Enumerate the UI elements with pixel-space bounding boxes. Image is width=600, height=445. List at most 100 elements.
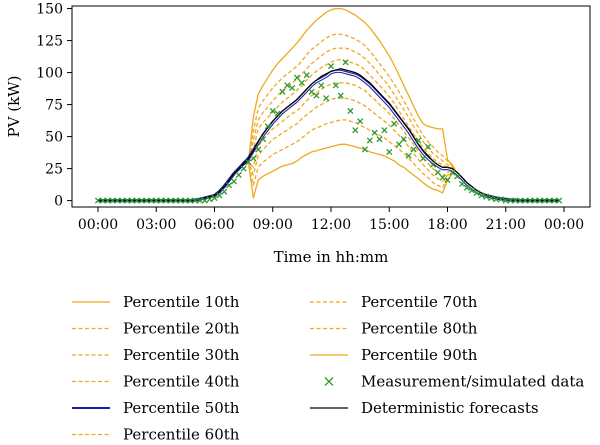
- measurement-point: [410, 146, 417, 153]
- legend-item-deterministic-forecasts: Deterministic forecasts: [310, 399, 539, 417]
- measurement-point: [279, 88, 286, 95]
- measurement-point: [463, 184, 470, 191]
- x-tick-label: 15:00: [369, 217, 409, 233]
- measurement-point: [502, 197, 509, 204]
- measurement-point: [308, 88, 315, 95]
- measurement-point: [429, 161, 436, 168]
- measurement-point: [352, 127, 359, 134]
- y-tick-label: 75: [45, 98, 63, 114]
- measurement-point: [517, 197, 524, 204]
- measurement-point: [454, 173, 461, 180]
- legend-label: Percentile 40th: [123, 373, 240, 391]
- measurement-point: [468, 187, 475, 194]
- legend-label: Percentile 90th: [361, 346, 478, 364]
- measurement-point: [289, 84, 296, 91]
- legend-item-percentile-80th: Percentile 80th: [310, 320, 478, 338]
- measurement-point: [492, 196, 500, 203]
- legend-swatch: [324, 377, 334, 386]
- measurement-point: [531, 197, 538, 204]
- measurement-point: [357, 118, 364, 125]
- measurement-point: [507, 197, 514, 204]
- x-axis-title: Time in hh:mm: [274, 248, 389, 266]
- measurement-point: [361, 146, 369, 153]
- measurement-point: [420, 155, 427, 162]
- measurement-point: [269, 107, 276, 115]
- measurement-point: [536, 197, 543, 204]
- series-line-percentile-80th: [98, 33, 560, 202]
- measurement-point: [250, 155, 257, 162]
- legend-label: Percentile 60th: [123, 426, 240, 444]
- y-tick-label: 100: [36, 66, 63, 82]
- measurement-point: [240, 165, 247, 172]
- measurement-point: [216, 192, 223, 199]
- legend-item-percentile-30th: Percentile 30th: [72, 346, 240, 364]
- series-line-percentile-60th: [98, 59, 560, 202]
- x-tick-label: 06:00: [194, 217, 234, 233]
- measurement-point: [556, 197, 563, 204]
- measurement-point: [245, 159, 252, 166]
- measurement-point: [284, 82, 291, 89]
- measurement-point: [94, 197, 102, 204]
- measurement-point: [323, 95, 330, 102]
- x-tick-label: 00:00: [78, 217, 118, 233]
- legend-item-percentile-20th: Percentile 20th: [72, 320, 240, 338]
- series-line-percentile-50th: [98, 69, 560, 203]
- measurement-point: [439, 174, 446, 181]
- measurement-point: [526, 197, 534, 204]
- measurement-point: [264, 123, 271, 130]
- measurement-point: [298, 79, 305, 86]
- legend-label: Percentile 10th: [123, 293, 240, 311]
- measurement-point: [318, 82, 325, 89]
- series-line-percentile-50th-core: [98, 70, 560, 202]
- x-tick-label: 18:00: [427, 217, 467, 233]
- measurement-point: [303, 72, 310, 79]
- measurement-point: [230, 178, 237, 185]
- measurement-point: [119, 197, 126, 204]
- legend-item-percentile-10th: Percentile 10th: [72, 293, 240, 311]
- measurement-point: [488, 194, 495, 202]
- x-tick-label: 00:00: [544, 217, 584, 233]
- measurement-point: [483, 193, 490, 200]
- measurement-point: [400, 136, 407, 143]
- measurement-point: [192, 197, 199, 204]
- measurement-point: [337, 92, 344, 99]
- y-tick-label: 125: [36, 34, 63, 50]
- measurement-point: [459, 180, 466, 188]
- legend-item-percentile-90th: Percentile 90th: [310, 346, 478, 364]
- measurement-points: [94, 59, 563, 204]
- measurement-point: [274, 110, 281, 117]
- measurement-point: [255, 146, 262, 153]
- legend-item-percentile-60th: Percentile 60th: [72, 426, 240, 444]
- measurement-point: [347, 107, 354, 115]
- legend-label: Percentile 80th: [361, 320, 478, 338]
- legend-item-percentile-70th: Percentile 70th: [310, 293, 478, 311]
- measurement-point: [376, 136, 383, 143]
- measurement-point: [211, 194, 218, 202]
- y-axis-title: PV (kW): [5, 76, 23, 138]
- measurement-point: [497, 196, 504, 203]
- x-axis-ticks: 00:00 03:00 06:00 09:00 12:00 15:00 18:00 21:00…: [78, 207, 584, 233]
- legend: Percentile 10th Percentile 20th Percentile…: [72, 293, 584, 444]
- measurement-point: [128, 197, 136, 204]
- measurement-point: [366, 137, 373, 144]
- measurement-point: [162, 197, 170, 204]
- measurement-point: [172, 197, 179, 204]
- measurement-point: [133, 197, 140, 204]
- series-line-percentile-40th: [98, 82, 560, 202]
- measurement-point: [425, 143, 432, 150]
- measurement-point: [473, 189, 480, 196]
- legend-item-percentile-50th: Percentile 50th: [72, 399, 240, 417]
- legend-label: Measurement/simulated data: [361, 373, 584, 391]
- series-line-percentile-30th: [98, 97, 560, 202]
- measurement-point: [415, 137, 422, 144]
- measurement-point: [546, 197, 553, 204]
- measurement-point: [293, 74, 301, 81]
- y-tick-label: 25: [45, 162, 63, 178]
- measurement-point: [332, 82, 339, 89]
- legend-label: Deterministic forecasts: [361, 399, 539, 417]
- series-line-percentile-20th: [98, 119, 560, 202]
- measurement-point: [541, 197, 548, 204]
- y-tick-label: 150: [36, 2, 63, 18]
- measurement-point: [551, 197, 558, 204]
